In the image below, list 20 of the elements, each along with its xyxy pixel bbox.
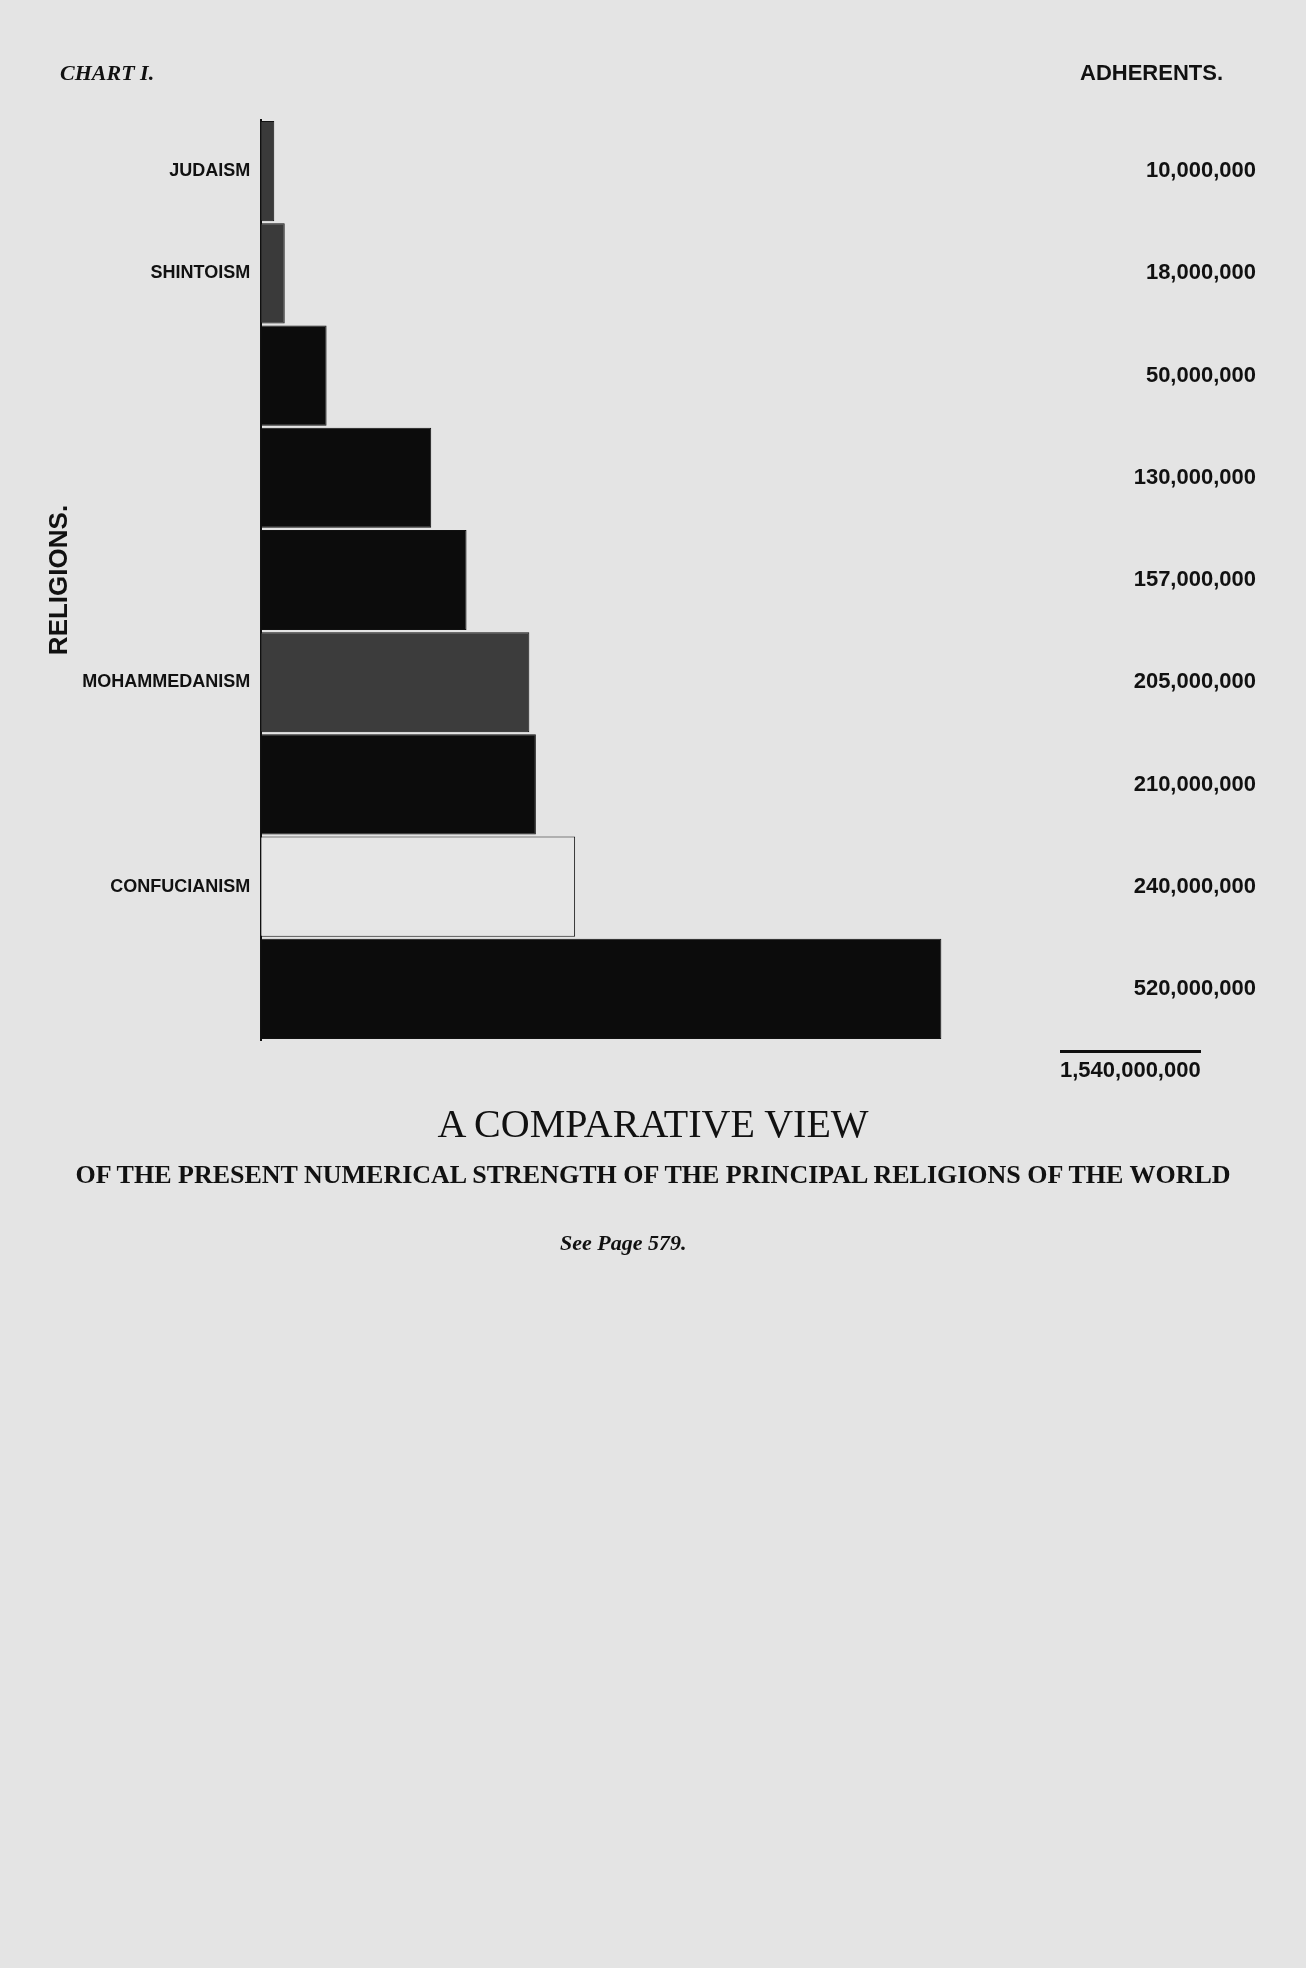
data-label: 18,000,000 (1145, 259, 1256, 285)
data-label: 10,000,000 (1145, 157, 1256, 183)
data-label: 205,000,000 (1133, 668, 1256, 694)
text: OF THE PRESENT NUMERICAL STRENGTH OF THE PRINCIPAL RELIGIONS OF THE WORLD (74, 1160, 1232, 1190)
text: A COMPARATIVE VIEW (436, 1100, 870, 1147)
data-label: 157,000,000 (1133, 566, 1256, 592)
y-tick-label: SHINTOISM (150, 262, 251, 283)
y-tick-label: MOHAMMEDANISM (82, 671, 251, 692)
text: ADHERENTS. (1080, 60, 1224, 86)
data-label: 520,000,000 (1133, 974, 1256, 1000)
text: CHART I. (60, 60, 155, 86)
data-label: 50,000,000 (1145, 361, 1256, 387)
data-label: 210,000,000 (1133, 770, 1256, 796)
data-label: 240,000,000 (1133, 872, 1256, 898)
y-tick-label: JUDAISM (169, 160, 251, 181)
text: 1,540,000,000 (1060, 1050, 1201, 1083)
data-label: 130,000,000 (1133, 463, 1256, 489)
y-tick-label: CONFUCIANISM (110, 875, 251, 896)
y-axis-title: RELIGIONS. (42, 504, 73, 656)
text: See Page 579. (560, 1230, 687, 1256)
